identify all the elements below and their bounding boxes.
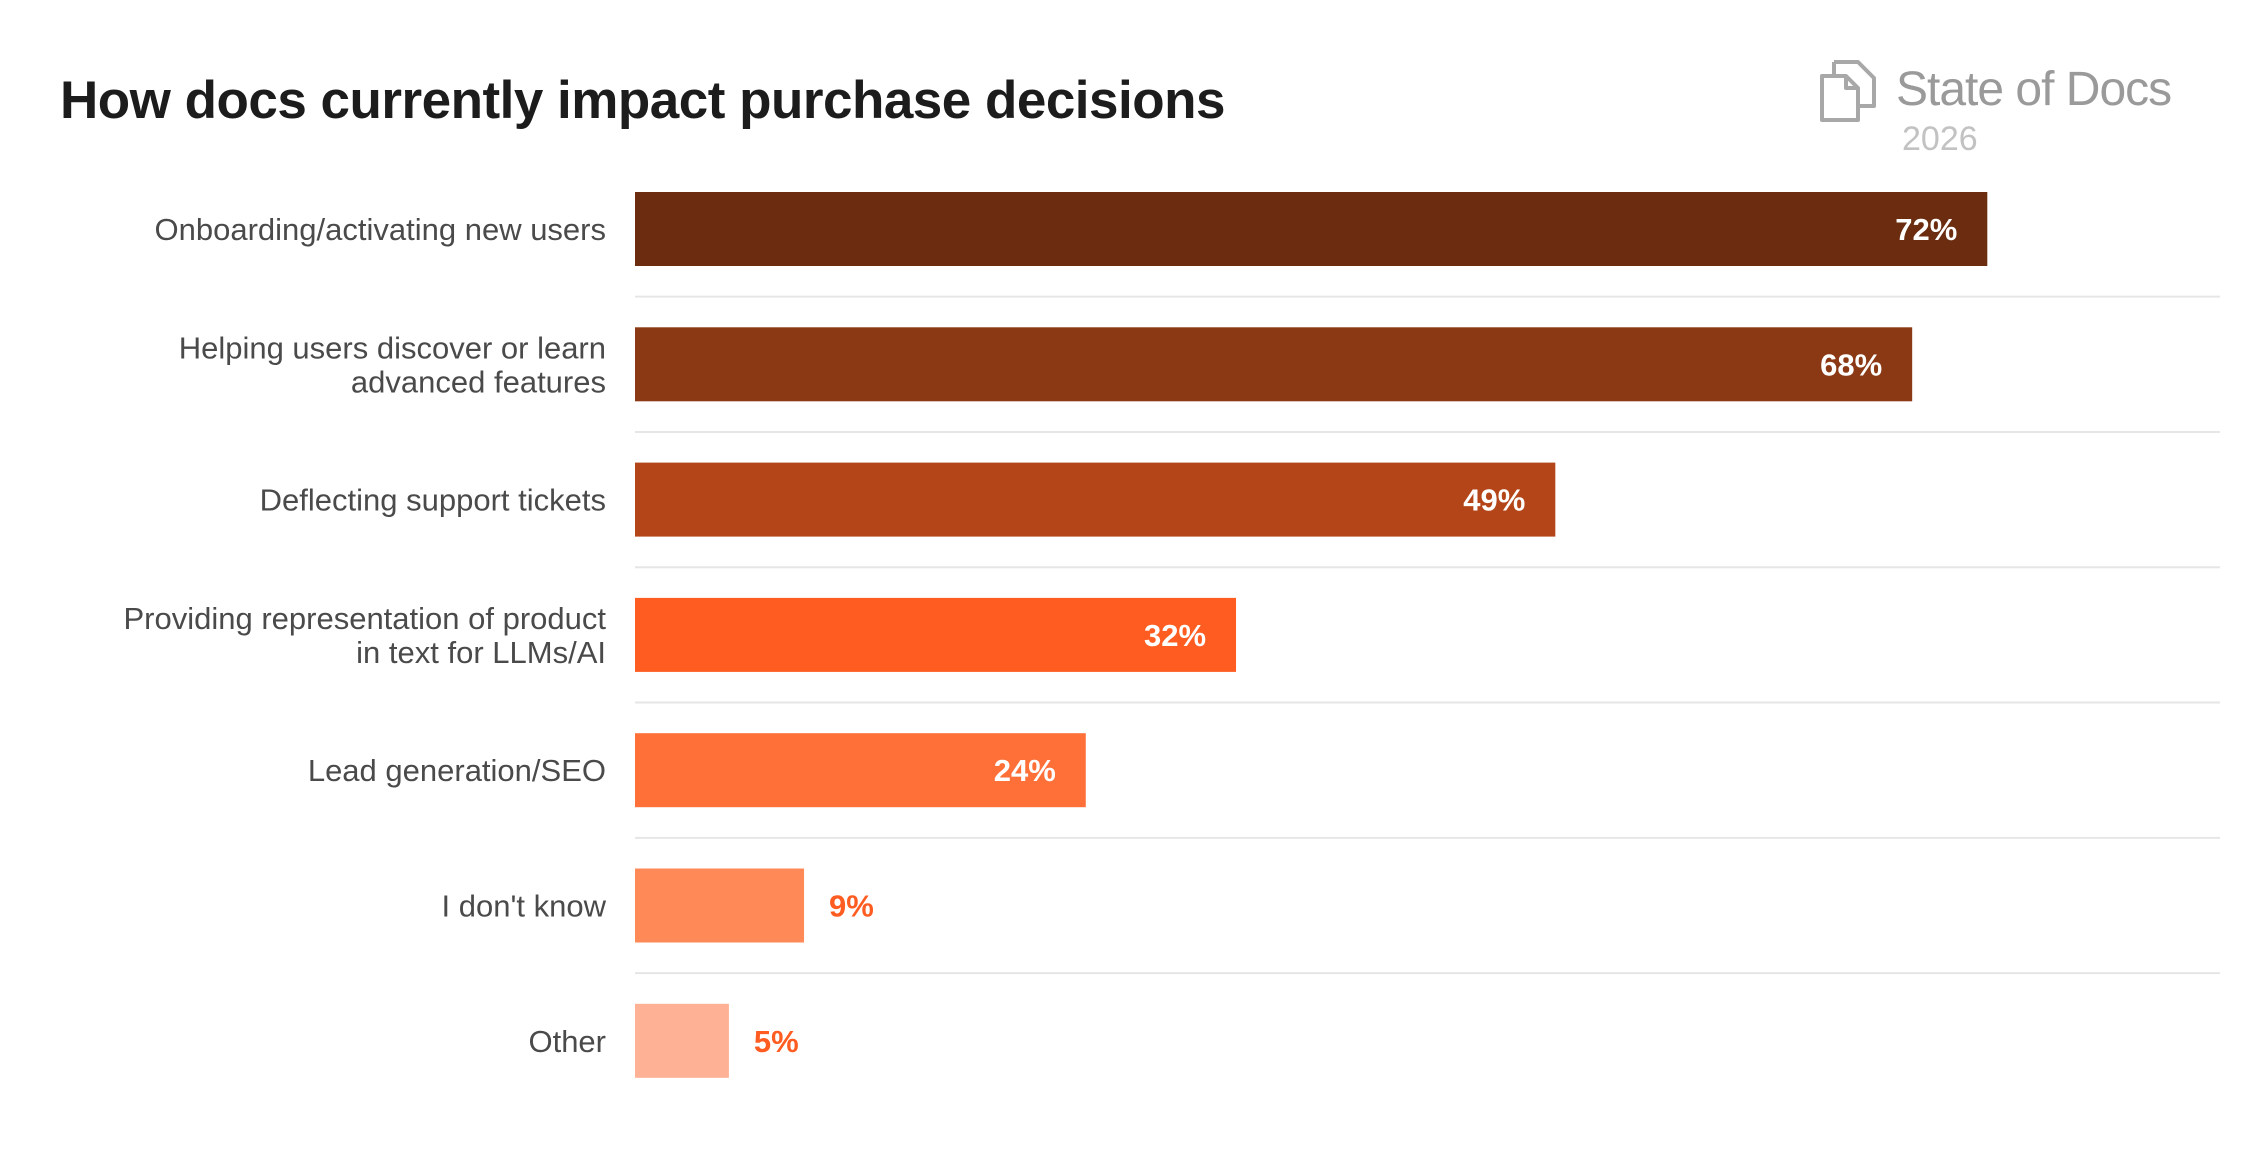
brand-year: 2026 bbox=[1902, 120, 1978, 158]
category-label: Deflecting support tickets bbox=[260, 483, 606, 518]
brand-logo: State of Docs 2026 bbox=[1818, 58, 2218, 168]
bar bbox=[635, 868, 805, 943]
data-label: 32% bbox=[1144, 618, 1206, 653]
category-label: I don't know bbox=[442, 889, 607, 924]
bar bbox=[635, 462, 1556, 537]
category-label: Other bbox=[528, 1024, 606, 1059]
brand-name: State of Docs bbox=[1896, 63, 2172, 116]
data-label: 49% bbox=[1463, 483, 1525, 518]
category-label: Onboarding/activating new users bbox=[155, 212, 606, 247]
category-label: Lead generation/SEO bbox=[308, 753, 606, 788]
data-label: 9% bbox=[829, 889, 874, 924]
data-label: 24% bbox=[994, 753, 1056, 788]
chart-title: How docs currently impact purchase decis… bbox=[60, 71, 1225, 130]
bar bbox=[635, 327, 1913, 402]
document-stack-icon bbox=[1820, 60, 1876, 122]
bar bbox=[635, 1003, 729, 1078]
bar bbox=[635, 192, 1988, 266]
data-label: 5% bbox=[754, 1024, 799, 1059]
bar bbox=[635, 733, 1086, 808]
bar bbox=[635, 597, 1237, 672]
data-label: 68% bbox=[1820, 347, 1882, 382]
category-label: Providing representation of product in te… bbox=[123, 601, 606, 670]
category-label: Helping users discover or learn advanced … bbox=[179, 330, 606, 399]
data-label: 72% bbox=[1895, 212, 1957, 247]
